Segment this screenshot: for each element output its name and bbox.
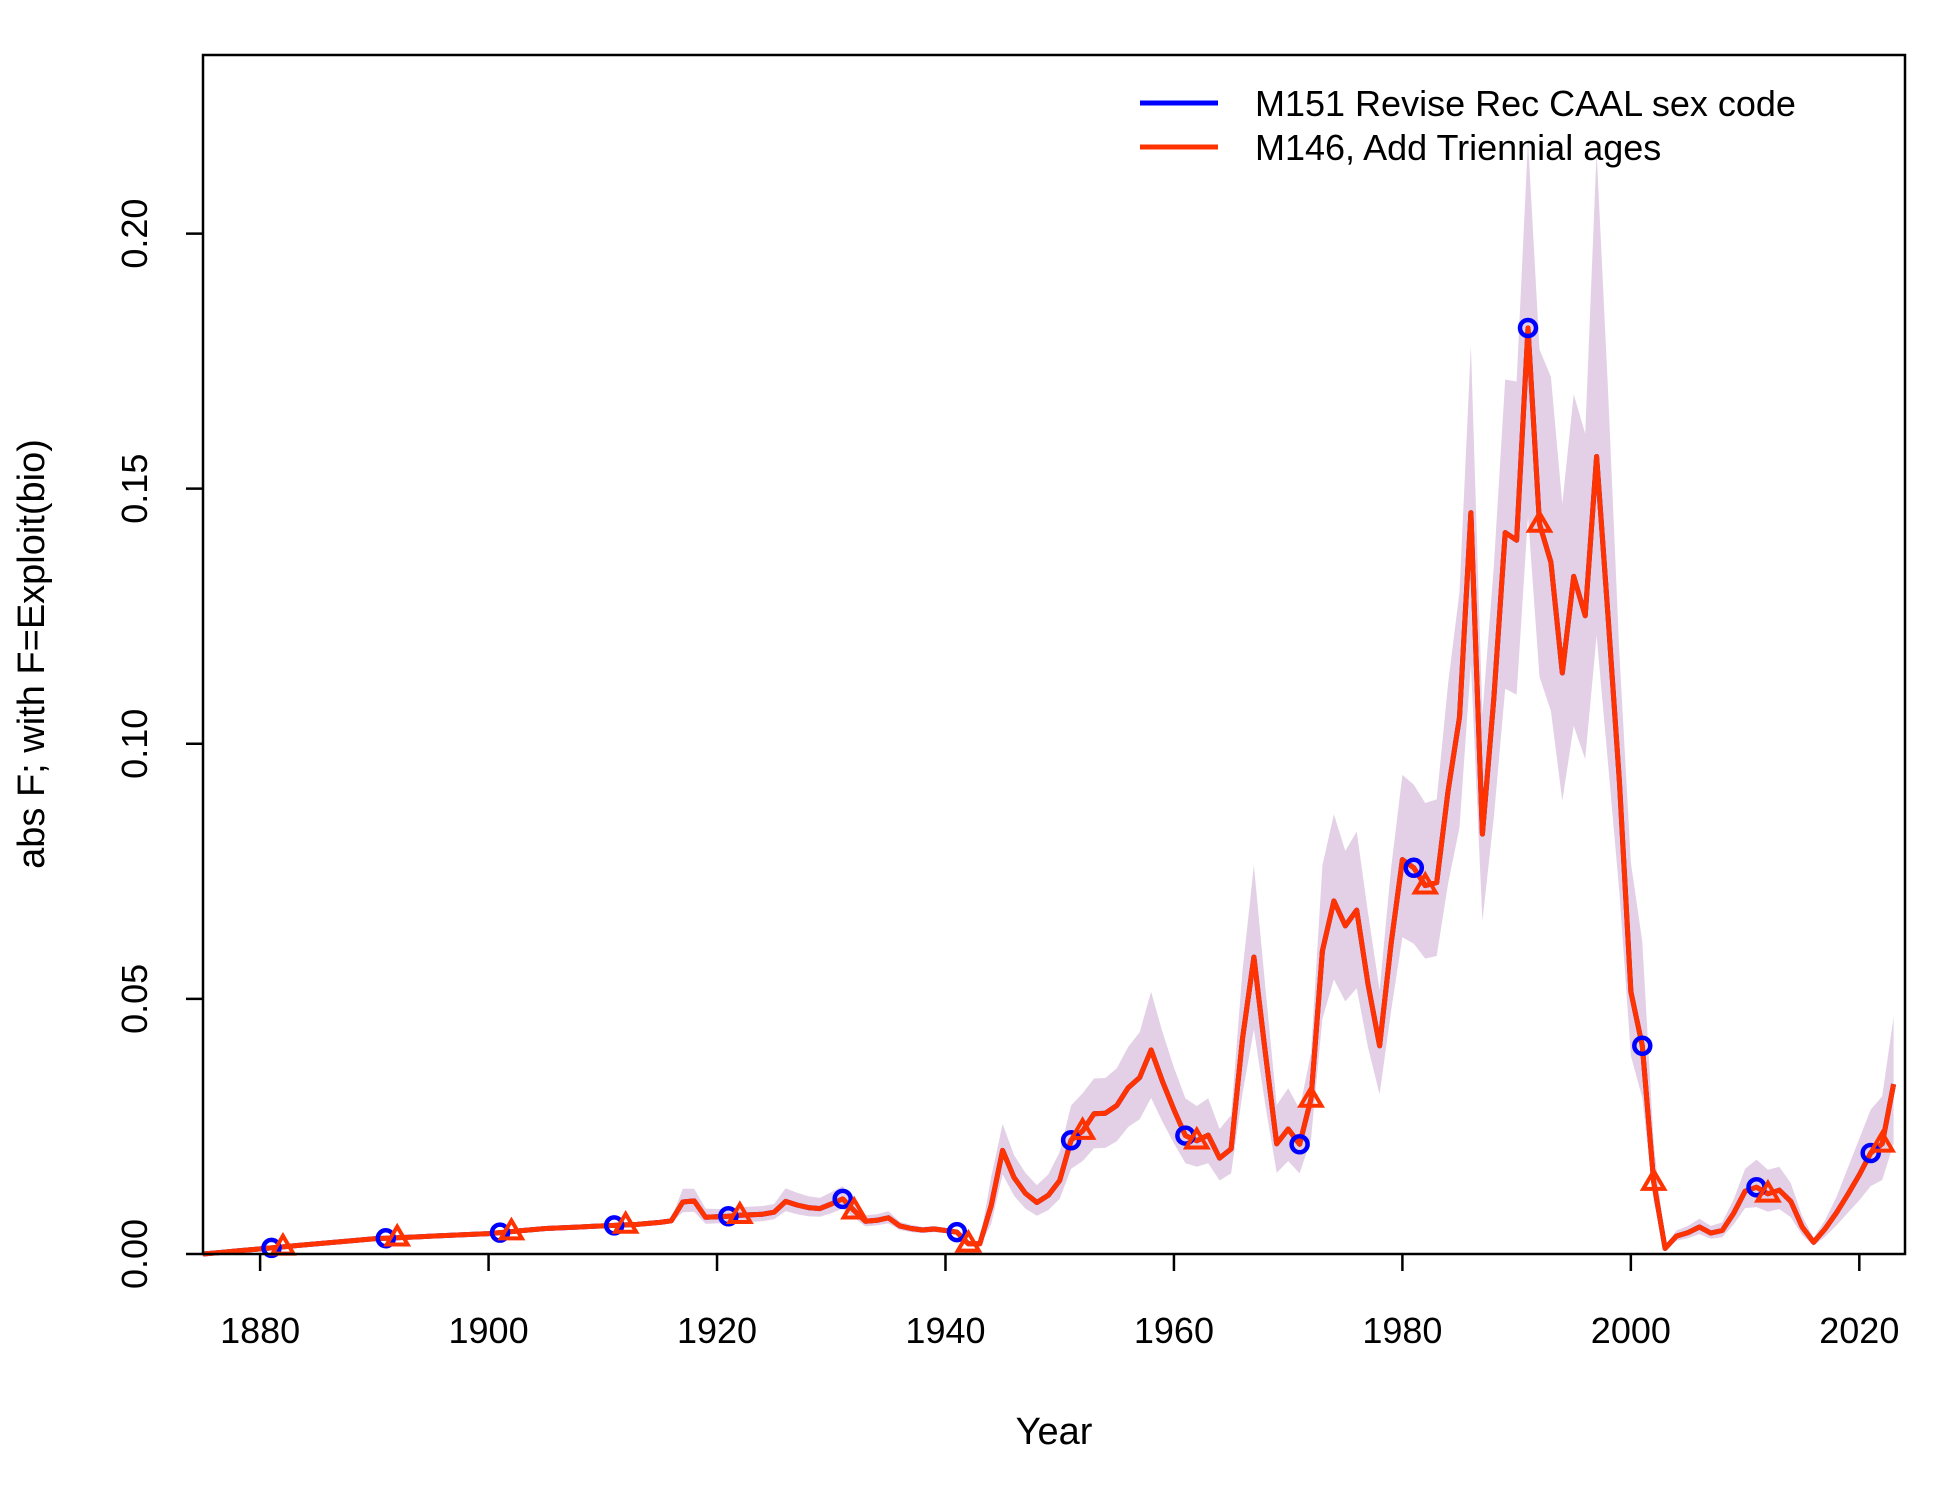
marker-circle-m151 [1860,1142,1881,1164]
y-axis-label: abs F; with F=Exploit(bio) [11,439,53,869]
marker-circle-m151 [718,1205,739,1227]
y-tick-label: 0.00 [114,1219,155,1289]
marker-triangle-m146 [1753,1178,1782,1203]
marker-circle-m151 [1517,317,1539,339]
legend-label-m146: M146, Add Triennial ages [1255,127,1661,168]
marker-circle-m151 [1632,1035,1653,1057]
marker-triangle-m146 [1639,1167,1668,1191]
x-tick-label: 1920 [677,1310,757,1351]
series-line-m146 [202,325,1897,1257]
y-tick-label: 0.15 [114,454,155,524]
series-layer [202,325,1897,1257]
y-tick-label: 0.10 [114,709,155,779]
marker-triangle-m146 [1868,1128,1897,1153]
marker-circle-m151 [1289,1134,1310,1155]
y-axis: 0.00 0.05 0.10 0.15 0.20 [114,199,203,1289]
marker-triangle-m146 [1182,1125,1211,1150]
x-tick-label: 1980 [1362,1310,1442,1351]
marker-circle-m151 [1403,857,1425,879]
marker-triangle-m146 [1068,1116,1097,1140]
x-tick-label: 2020 [1819,1310,1899,1351]
y-tick-label: 0.20 [114,199,155,269]
x-tick-label: 1960 [1134,1310,1214,1351]
marker-circle-m151 [832,1188,853,1210]
confidence-band [203,140,1894,1255]
marker-triangle-m146 [1297,1083,1325,1108]
x-tick-label: 1940 [905,1310,985,1351]
legend-label-m151: M151 Revise Rec CAAL sex code [1255,83,1796,124]
marker-circle-m151 [1060,1129,1082,1151]
marker-triangle-m146 [1525,508,1554,533]
x-axis-label: Year [1016,1411,1093,1453]
x-tick-label: 1900 [449,1310,529,1351]
marker-triangle-m146 [611,1209,640,1234]
marker-circle-m151 [946,1221,968,1243]
marker-circle-m151 [489,1222,511,1243]
x-axis: 1880 1900 1920 1940 1960 1980 2000 2020 [220,1254,1899,1351]
confidence-band-layer [203,140,1894,1255]
plot-frame [201,53,1907,1256]
marker-triangle-m146 [383,1222,412,1247]
marker-triangle-m146 [497,1216,526,1241]
y-tick-label: 0.05 [114,964,155,1034]
x-tick-label: 2000 [1591,1310,1671,1351]
marker-triangle-m146 [954,1228,983,1253]
legend: M151 Revise Rec CAAL sex code M146, Add … [1140,83,1796,168]
marker-triangle-m146 [725,1200,754,1225]
x-tick-label: 1880 [220,1310,300,1351]
marker-triangle-m146 [1411,870,1440,895]
marker-circle-m151 [261,1237,282,1259]
marker-triangle-m146 [840,1195,869,1220]
